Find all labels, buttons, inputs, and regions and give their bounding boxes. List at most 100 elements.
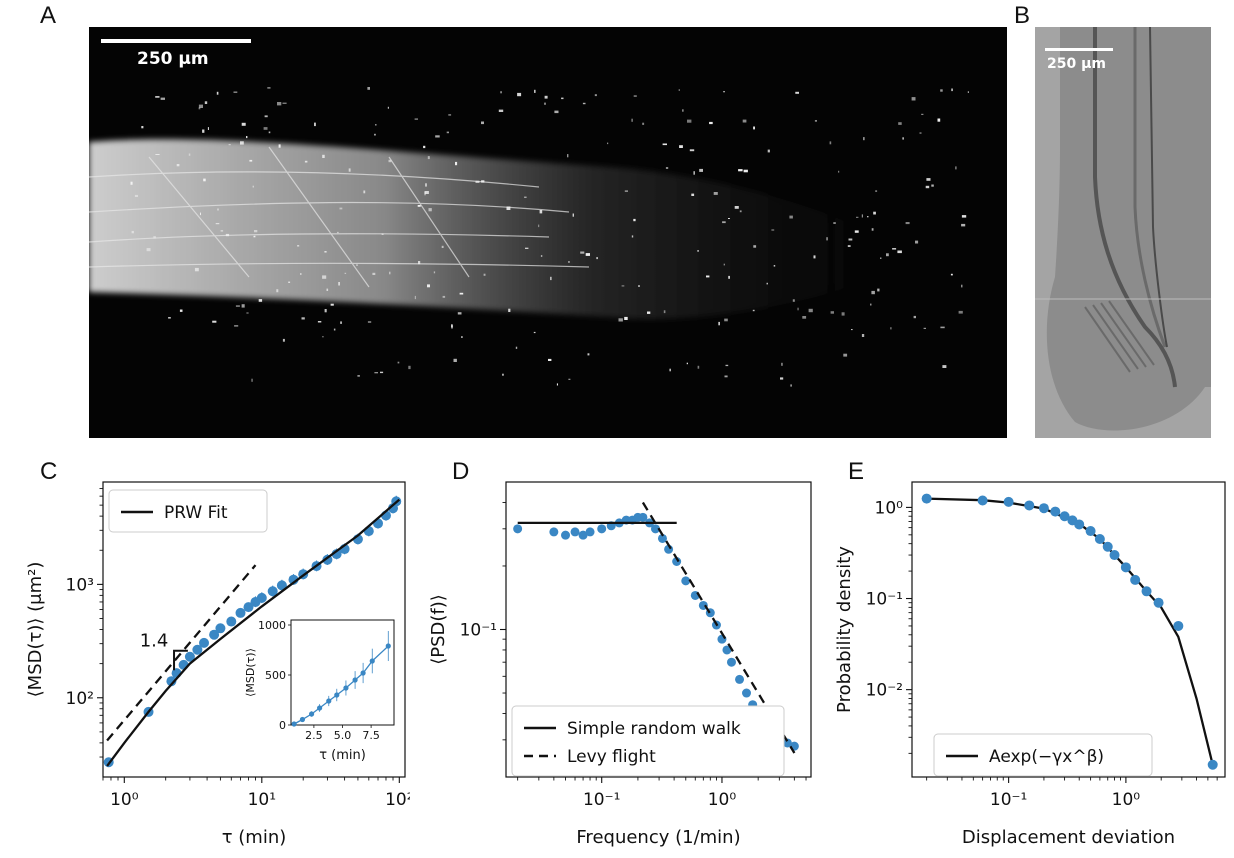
x-tick-label: 10¹ xyxy=(248,790,276,810)
y-axis-label: ⟨MSD(τ)⟩ (μm²) xyxy=(25,562,46,698)
data-point xyxy=(166,676,177,687)
cell-speck xyxy=(333,328,336,331)
data-point xyxy=(243,602,254,613)
cell-speck xyxy=(713,192,718,195)
cell-speck xyxy=(718,321,720,326)
cell-speck xyxy=(146,248,151,252)
cell-speck xyxy=(459,292,464,295)
panel-letter-d: D xyxy=(452,458,470,485)
legend-box xyxy=(108,489,268,533)
scale-bar-a xyxy=(101,39,251,43)
cell-speck xyxy=(380,371,384,374)
cell-speck xyxy=(188,153,191,156)
cell-speck xyxy=(249,159,253,162)
cell-speck xyxy=(423,145,426,149)
inset-y-tick-label: 0 xyxy=(279,719,286,732)
cell-speck xyxy=(417,205,421,207)
cell-speck xyxy=(502,373,504,376)
data-point xyxy=(199,637,210,648)
cell-speck xyxy=(397,361,400,364)
cell-speck xyxy=(461,336,463,338)
cell-speck xyxy=(408,365,411,370)
cell-speck xyxy=(780,377,784,380)
cell-speck xyxy=(915,240,919,244)
cell-speck xyxy=(322,154,325,158)
cell-speck xyxy=(220,230,224,232)
cell-speck xyxy=(833,222,836,224)
cell-speck xyxy=(324,251,327,253)
cell-speck xyxy=(689,149,695,152)
cell-speck xyxy=(338,282,340,286)
cell-speck xyxy=(766,282,768,285)
data-point xyxy=(717,634,727,644)
data-point xyxy=(782,738,792,748)
inset-point xyxy=(343,685,349,691)
y-tick-label: 10⁻² xyxy=(866,681,903,701)
cell-speck xyxy=(723,91,725,93)
cell-speck xyxy=(217,208,219,211)
cell-speck xyxy=(427,284,430,288)
cell-speck xyxy=(919,132,922,134)
cell-speck xyxy=(802,316,807,319)
cell-speck xyxy=(693,171,695,175)
data-point xyxy=(1038,503,1049,514)
cell-speck xyxy=(697,250,699,252)
y-tick-label: 10⁻¹ xyxy=(866,590,903,610)
cell-speck xyxy=(863,137,865,141)
displacement-chart: 10⁻¹ 10⁰ 10⁰ 10⁻¹ 10⁻² Displacement deviation… xyxy=(834,481,1226,848)
cell-speck xyxy=(854,230,859,233)
cell-speck xyxy=(228,144,231,146)
data-point xyxy=(267,586,278,597)
cell-speck xyxy=(235,305,240,307)
cell-speck xyxy=(263,127,268,130)
slope-line xyxy=(106,564,257,742)
cell-speck xyxy=(200,212,201,216)
cell-speck xyxy=(942,365,947,368)
cell-speck xyxy=(958,310,963,314)
cell-speck xyxy=(374,133,376,136)
cell-speck xyxy=(241,122,246,126)
cell-speck xyxy=(441,245,444,248)
x-tick-label: 10⁰ xyxy=(708,790,737,810)
cell-speck xyxy=(216,91,219,95)
cell-speck xyxy=(607,142,609,145)
cell-speck xyxy=(481,121,484,125)
cell-speck xyxy=(381,233,384,235)
cell-speck xyxy=(498,109,504,112)
inset-y-tick-label: 500 xyxy=(265,669,286,682)
cell-speck xyxy=(337,231,339,234)
cell-speck xyxy=(771,229,775,231)
cell-speck xyxy=(687,119,692,123)
cell-speck xyxy=(539,210,543,214)
cell-speck xyxy=(871,228,874,231)
cell-speck xyxy=(179,309,183,312)
cell-speck xyxy=(961,223,966,227)
cell-speck xyxy=(950,273,953,276)
scale-bar-b xyxy=(1045,48,1113,51)
psd-chart: 10⁻¹ 10⁰ 10⁻¹ Frequency (1/min) ⟨PSD(f)⟩ Simp… xyxy=(428,481,812,848)
cell-speck xyxy=(940,326,945,329)
data-point xyxy=(1003,496,1014,507)
y-tick-label: 10⁰ xyxy=(875,498,904,518)
cell-speck xyxy=(587,353,590,356)
cell-speck xyxy=(344,272,347,274)
legend-box xyxy=(511,705,785,777)
brightfield-micrograph: 250 μm xyxy=(1035,26,1211,438)
cell-speck xyxy=(734,206,739,209)
data-point xyxy=(209,629,220,640)
cell-speck xyxy=(567,154,569,158)
cell-speck xyxy=(414,118,418,120)
cell-speck xyxy=(724,318,728,322)
fluorescence-micrograph: 250 μm xyxy=(88,27,1007,438)
cell-speck xyxy=(753,126,755,130)
legend-label: Simple random walk xyxy=(567,719,741,739)
cell-speck xyxy=(795,91,799,94)
cell-speck xyxy=(678,89,680,91)
cell-speck xyxy=(254,230,258,233)
cell-speck xyxy=(880,257,882,259)
cell-speck xyxy=(925,185,930,189)
inset-point xyxy=(385,643,391,649)
data-point xyxy=(726,657,736,667)
cell-speck xyxy=(897,250,902,254)
x-tick-label: 10⁻¹ xyxy=(583,790,620,810)
